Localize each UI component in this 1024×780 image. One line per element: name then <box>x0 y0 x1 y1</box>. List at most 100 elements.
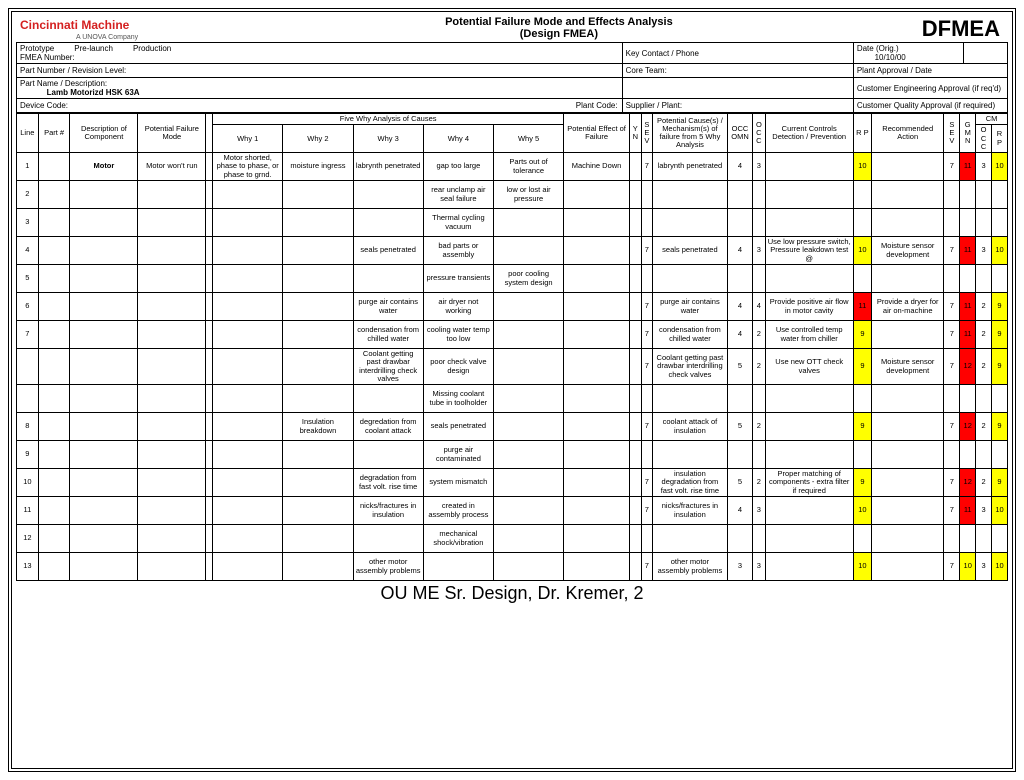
cell <box>991 385 1007 413</box>
cell <box>283 385 353 413</box>
cell <box>629 441 641 469</box>
cell: gap too large <box>423 153 493 181</box>
cell <box>564 413 630 441</box>
cell <box>727 525 752 553</box>
cell <box>564 321 630 349</box>
cell: 3 <box>753 553 765 581</box>
table-row: 9purge air contaminated <box>17 441 1008 469</box>
cell <box>641 385 652 413</box>
cell <box>138 525 206 553</box>
cell <box>283 469 353 497</box>
table-row: 6purge air contains waterair dryer not w… <box>17 293 1008 321</box>
cell <box>38 181 70 209</box>
cell <box>853 441 871 469</box>
cell <box>653 181 728 209</box>
cell <box>871 385 943 413</box>
cell: 2 <box>976 321 992 349</box>
cell: 9 <box>991 349 1007 385</box>
cell <box>213 413 283 441</box>
cell <box>38 237 70 265</box>
cell: coolant attack of insulation <box>653 413 728 441</box>
cell <box>38 153 70 181</box>
cell: 12 <box>17 525 39 553</box>
cell <box>70 525 138 553</box>
cell <box>70 181 138 209</box>
cell <box>138 181 206 209</box>
cell <box>653 209 728 237</box>
part-name-value: Lamb Motorizd HSK 63A <box>47 88 140 97</box>
cell: 9 <box>853 413 871 441</box>
cell <box>38 413 70 441</box>
cell <box>493 349 563 385</box>
table-row: 4seals penetratedbad parts or assembly7s… <box>17 237 1008 265</box>
cell: 4 <box>727 497 752 525</box>
cell <box>727 385 752 413</box>
col-why1: Why 1 <box>213 125 283 153</box>
cell: air dryer not working <box>423 293 493 321</box>
cell <box>213 441 283 469</box>
cell <box>944 441 960 469</box>
cell <box>213 497 283 525</box>
cell <box>727 265 752 293</box>
lbl-date-orig: Date (Orig.) <box>857 44 899 53</box>
cell <box>564 181 630 209</box>
cell: purge air contaminated <box>423 441 493 469</box>
cell: 7 <box>944 349 960 385</box>
cell <box>944 209 960 237</box>
cell: 8 <box>17 413 39 441</box>
cell <box>871 497 943 525</box>
cell <box>206 293 213 321</box>
lbl-supplier: Supplier / Plant: <box>622 99 853 113</box>
cell: Machine Down <box>564 153 630 181</box>
cell: 2 <box>753 413 765 441</box>
cell <box>493 469 563 497</box>
lbl-production: Production <box>133 44 171 53</box>
cell <box>976 525 992 553</box>
cell <box>138 265 206 293</box>
cell: Moisture sensor development <box>871 237 943 265</box>
cell: 4 <box>727 237 752 265</box>
cell: mechanical shock/vibration <box>423 525 493 553</box>
cell: 2 <box>976 293 992 321</box>
cell <box>70 321 138 349</box>
cell: other motor assembly problems <box>353 553 423 581</box>
cell <box>871 181 943 209</box>
cell <box>206 237 213 265</box>
cell <box>206 497 213 525</box>
header-table: Prototype Pre-launch Production FMEA Num… <box>16 42 1008 113</box>
cell: Motor <box>70 153 138 181</box>
cell: 3 <box>753 237 765 265</box>
brand-logo: Cincinnati Machine <box>16 16 196 34</box>
table-row: Missing coolant tube in toolholder <box>17 385 1008 413</box>
cell <box>138 237 206 265</box>
cell <box>353 525 423 553</box>
cell <box>629 321 641 349</box>
cell: system mismatch <box>423 469 493 497</box>
date-val: 10/10/00 <box>875 53 906 62</box>
cell: Insulation breakdown <box>283 413 353 441</box>
cell <box>564 469 630 497</box>
cell <box>853 525 871 553</box>
cell: 12 <box>960 413 976 441</box>
cell <box>871 265 943 293</box>
cell <box>960 441 976 469</box>
cell <box>653 525 728 553</box>
cell <box>353 441 423 469</box>
cell: 7 <box>944 293 960 321</box>
cell: labrynth penetrated <box>653 153 728 181</box>
cell: 4 <box>727 293 752 321</box>
cell <box>213 553 283 581</box>
cell: Thermal cycling vacuum <box>423 209 493 237</box>
cell: Use new OTT check valves <box>765 349 853 385</box>
lbl-prelaunch: Pre-launch <box>74 44 113 53</box>
cell: 7 <box>944 553 960 581</box>
cell <box>138 469 206 497</box>
cell: 7 <box>641 237 652 265</box>
lbl-part-desc: Part Name / Description: <box>20 79 107 88</box>
lbl-part-rev: Part Number / Revision Level: <box>17 64 623 78</box>
cell <box>629 237 641 265</box>
cell: 12 <box>960 349 976 385</box>
cell <box>991 525 1007 553</box>
cell: 3 <box>753 497 765 525</box>
cell <box>629 497 641 525</box>
